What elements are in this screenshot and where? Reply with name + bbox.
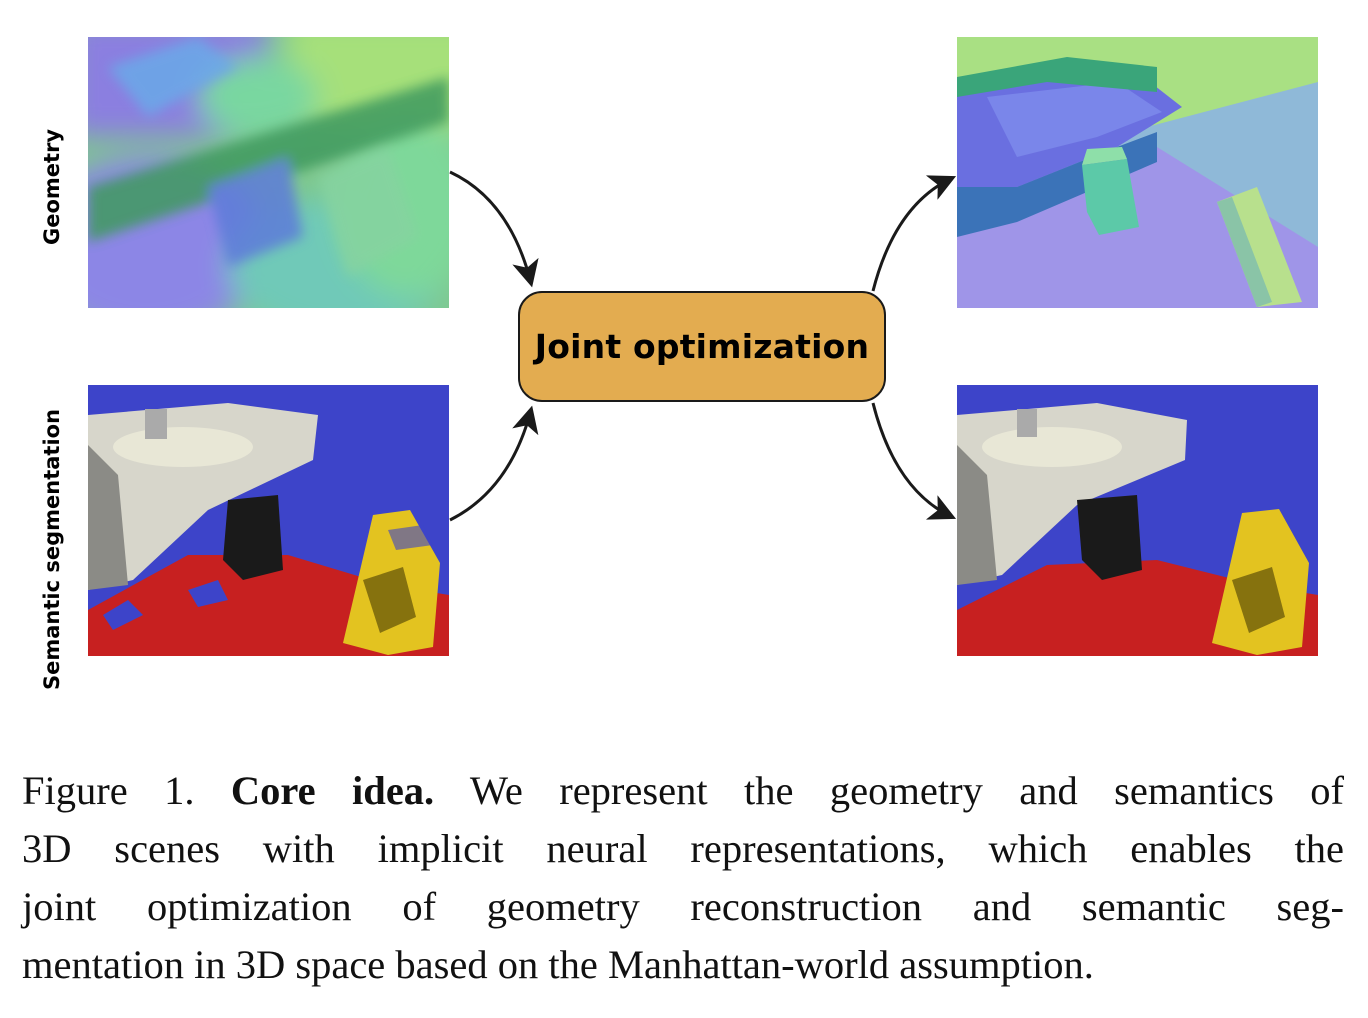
input-semantic-image [88,385,449,656]
input-geometry-image [88,37,449,308]
arrow-semantic-to-joint [449,405,539,522]
caption-line-2: 3D scenes with implicit neural represent… [22,826,1344,871]
arrow-geometry-to-joint [449,170,539,288]
output-semantic-image [957,385,1318,656]
arrow-joint-to-geometry [871,175,957,292]
caption-prefix: Figure 1. [22,768,195,813]
arrow-joint-to-semantic [871,402,957,520]
figure-caption: Figure 1. Core idea. We represent the ge… [22,762,1344,994]
joint-optimization-label: Joint optimization [534,327,870,366]
caption-line-3: joint optimization of geometry reconstru… [22,884,1344,929]
caption-line-1-text: We represent the geometry and semantics … [469,768,1344,813]
joint-optimization-box: Joint optimization [518,291,886,402]
output-geometry-image [957,37,1318,308]
caption-line-1: Figure 1. Core idea. We represent the ge… [22,762,1344,820]
caption-bold-title: Core idea. [230,768,435,813]
caption-line-4: mentation in 3D space based on the Manha… [22,942,1094,987]
